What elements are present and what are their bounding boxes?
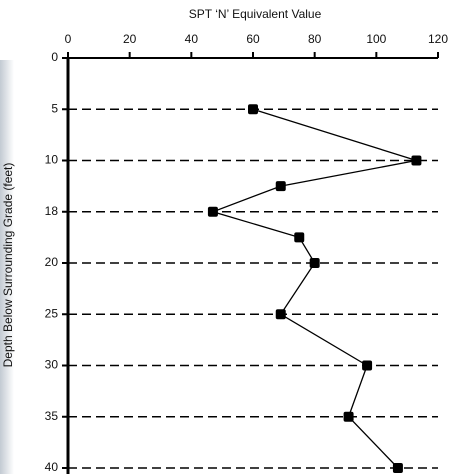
- x-tick-label: 60: [246, 32, 260, 46]
- y-tick-label: 18: [45, 204, 59, 218]
- y-tick-label: 30: [45, 358, 59, 372]
- y-tick-label: 20: [45, 255, 59, 269]
- x-tick-label: 0: [65, 32, 72, 46]
- x-tick-label: 120: [428, 32, 448, 46]
- y-tick-label: 35: [45, 409, 59, 423]
- y-axis-label: Depth Below Surrounding Grade (feet): [1, 163, 15, 368]
- data-point: [309, 258, 320, 268]
- x-tick-label: 40: [185, 32, 199, 46]
- data-point: [275, 309, 286, 320]
- y-tick-label: 40: [45, 460, 59, 474]
- data-point: [411, 155, 422, 166]
- data-point: [362, 360, 373, 371]
- data-point: [207, 206, 218, 217]
- data-point: [343, 411, 354, 422]
- x-tick-label: 20: [123, 32, 137, 46]
- y-tick-label: 0: [51, 50, 58, 64]
- data-point: [275, 181, 286, 192]
- y-tick-label: 25: [45, 306, 59, 320]
- y-tick-label: 10: [45, 153, 59, 167]
- data-point: [392, 463, 403, 473]
- data-point: [294, 232, 305, 243]
- background-strip: [0, 60, 14, 474]
- y-tick-label: 5: [51, 101, 58, 115]
- data-line: [210, 108, 417, 469]
- data-point: [248, 104, 258, 115]
- x-tick-label: 100: [366, 32, 386, 46]
- chart-title: SPT ‘N’ Equivalent Value: [189, 7, 322, 21]
- x-tick-label: 80: [308, 32, 322, 46]
